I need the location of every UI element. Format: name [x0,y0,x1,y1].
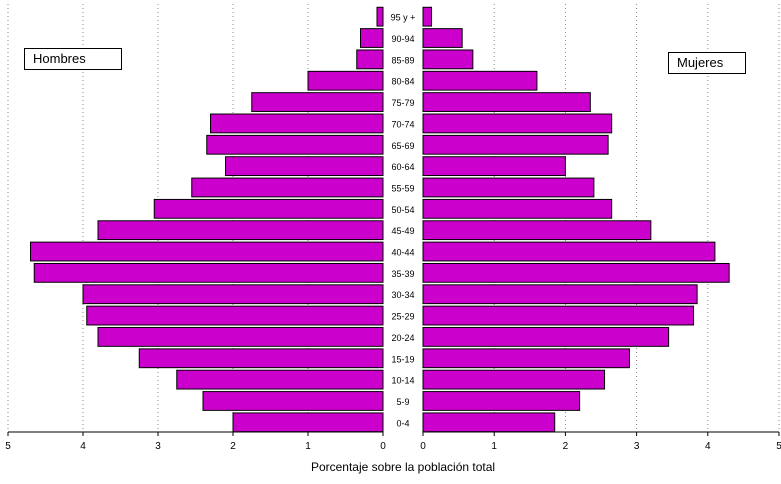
tick-label-right: 4 [705,441,711,452]
age-group-label: 55-59 [391,183,414,193]
tick-label-right: 0 [420,441,426,452]
age-group-label: 90-94 [391,34,414,44]
bar-mujeres [422,262,730,283]
bar-hombres [97,220,384,241]
age-group-label: 25-29 [391,312,414,322]
legend-mujeres: Mujeres [668,52,746,74]
bar-mujeres [422,92,591,112]
bar-hombres [251,92,384,112]
bar-hombres [153,198,384,219]
bar-hombres [138,348,384,369]
bar-mujeres [422,177,595,198]
bar-mujeres [422,241,716,262]
bar-mujeres [422,220,652,241]
age-group-label: 85-89 [391,55,414,65]
tick-label-left: 1 [305,441,311,452]
bar-hombres [86,305,384,326]
bar-hombres [307,70,384,91]
bar-hombres [82,284,384,305]
bar-mujeres [422,134,609,155]
bar-hombres [206,134,384,155]
bar-hombres [30,241,384,262]
bar-hombres [202,391,384,411]
tick-label-left: 0 [380,441,386,452]
bar-mujeres [422,6,433,27]
bar-mujeres [422,113,613,134]
bar-mujeres [422,156,566,177]
bar-hombres [356,49,384,70]
bar-hombres [97,327,384,347]
age-group-label: 45-49 [391,226,414,236]
age-group-label: 75-79 [391,98,414,108]
tick-label-right: 3 [634,441,640,452]
bar-mujeres [422,369,606,390]
age-group-label: 60-64 [391,162,414,172]
bar-hombres [232,412,384,433]
bar-mujeres [422,70,538,91]
tick-label-left: 3 [155,441,161,452]
bar-mujeres [422,284,698,305]
age-group-label: 65-69 [391,141,414,151]
age-group-label: 30-34 [391,290,414,300]
bar-hombres [376,6,384,27]
age-group-label: 35-39 [391,269,414,279]
bar-mujeres [422,391,581,411]
age-group-label: 95 y + [391,13,416,23]
x-axis-label: Porcentaje sobre la población total [311,460,495,474]
bar-mujeres [422,49,474,70]
tick-label-right: 1 [491,441,497,452]
legend-hombres: Hombres [24,48,122,70]
age-group-label: 15-19 [391,354,414,364]
bar-hombres [210,113,384,134]
tick-label-right: 5 [776,441,781,452]
tick-label-left: 4 [80,441,86,452]
age-group-label: 70-74 [391,119,414,129]
bar-mujeres [422,198,613,219]
age-group-label: 40-44 [391,248,414,258]
bar-mujeres [422,305,695,326]
tick-label-right: 2 [563,441,569,452]
age-group-label: 50-54 [391,205,414,215]
bar-hombres [225,156,384,177]
bar-hombres [33,262,384,283]
tick-label-left: 5 [5,441,11,452]
bar-hombres [360,28,384,48]
age-group-label: 5-9 [396,397,409,407]
age-group-label: 80-84 [391,77,414,87]
age-group-label: 20-24 [391,333,414,343]
bar-mujeres [422,348,630,369]
bar-mujeres [422,412,556,433]
bar-mujeres [422,327,670,347]
age-group-label: 10-14 [391,376,414,386]
bar-mujeres [422,28,463,48]
bar-hombres [176,369,384,390]
bar-hombres [191,177,384,198]
tick-label-left: 2 [230,441,236,452]
age-group-label: 0-4 [396,418,409,428]
